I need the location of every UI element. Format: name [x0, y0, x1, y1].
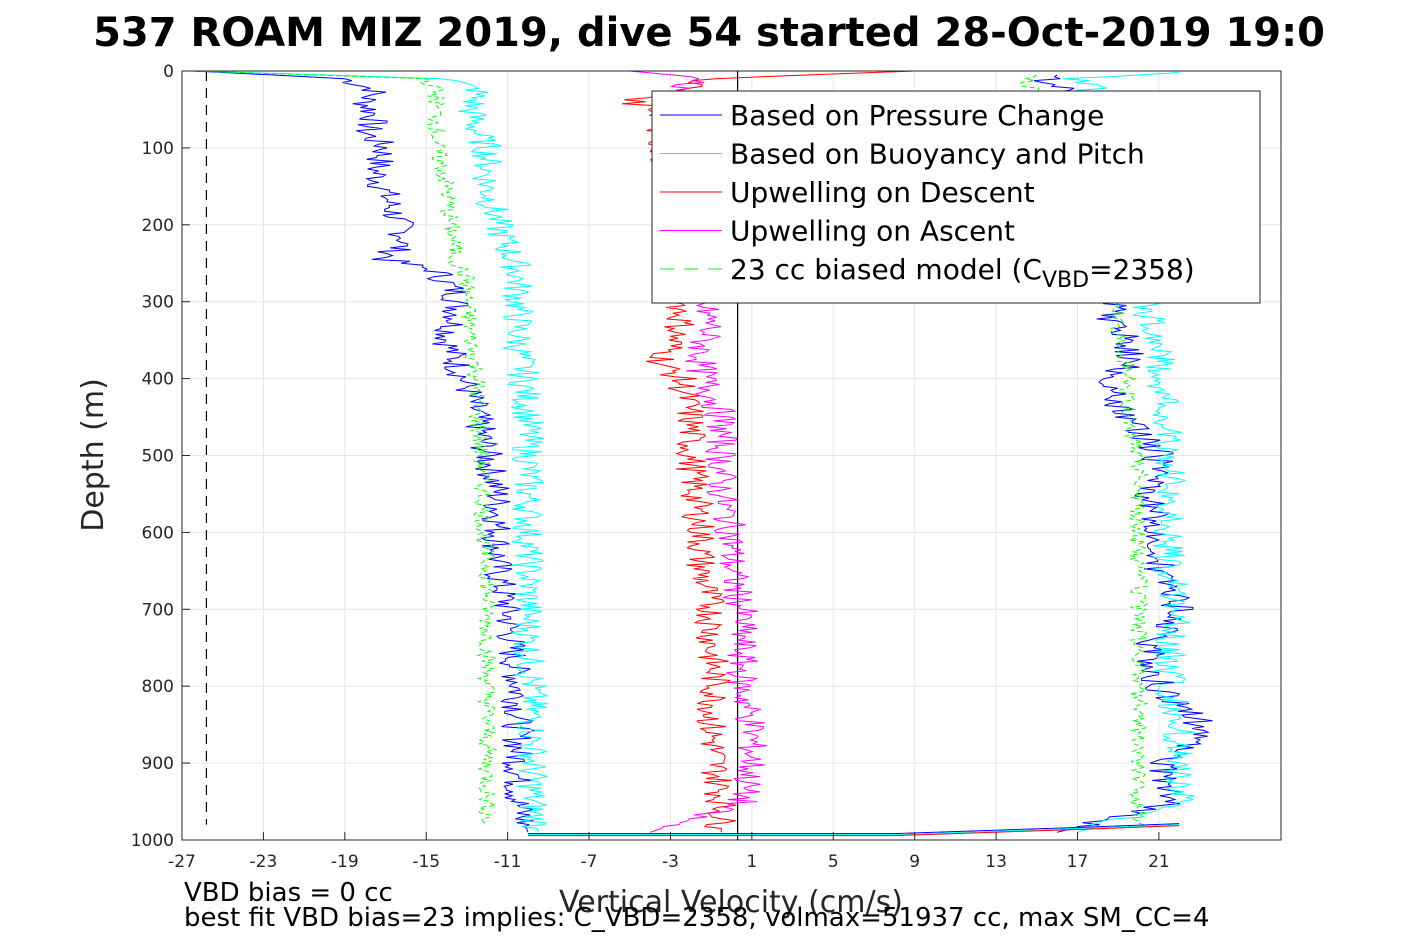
y-tick-label: 600 — [142, 523, 174, 543]
legend-entry-label: Upwelling on Descent — [730, 176, 1035, 209]
chart-title: 537 ROAM MIZ 2019, dive 54 started 28-Oc… — [93, 10, 1325, 56]
series-5-ascent-line — [1109, 301, 1149, 826]
series-5-descent-line — [192, 70, 497, 826]
legend-entry-label: Upwelling on Ascent — [730, 215, 1015, 248]
legend: Based on Pressure Change Based on Buoyanc… — [651, 90, 1261, 304]
y-tick-label: 900 — [142, 754, 174, 774]
x-tick-label: -19 — [331, 852, 359, 872]
x-tick-label: -15 — [412, 852, 440, 872]
x-tick-label: -11 — [494, 852, 522, 872]
x-axis-ticks: -27 -23 -19 -15 -11 -7 -3 1 5 9 13 17 21 — [168, 832, 1170, 872]
legend-entry-label: Based on Buoyancy and Pitch — [730, 138, 1145, 171]
bottom-turnaround-line — [528, 823, 1180, 835]
x-tick-label: 9 — [909, 852, 920, 872]
y-tick-label: 800 — [142, 677, 174, 697]
x-tick-label: -3 — [662, 852, 679, 872]
vbd-bias-annotation: VBD bias = 0 cc — [184, 878, 393, 908]
y-tick-label: 300 — [142, 293, 174, 313]
y-tick-label: 100 — [142, 139, 174, 159]
x-tick-label: 5 — [828, 852, 839, 872]
legend-entry-label: Based on Pressure Change — [730, 99, 1104, 132]
x-tick-label: 1 — [746, 852, 757, 872]
y-tick-label: 400 — [142, 370, 174, 390]
x-tick-label: -23 — [250, 852, 278, 872]
x-tick-label: 13 — [985, 852, 1007, 872]
bottom-turnaround-line — [528, 824, 1180, 836]
x-axis-label: Vertical Velocity (cm/s) — [559, 885, 903, 920]
y-tick-label: 700 — [142, 600, 174, 620]
y-axis-ticks: 0 100 200 300 400 500 600 700 800 900 1000 — [131, 62, 190, 851]
bottom-turnaround-line — [528, 825, 1180, 837]
y-tick-label: 200 — [142, 216, 174, 236]
best-fit-annotation: best fit VBD bias=23 implies: C_VBD=2358… — [184, 903, 1210, 933]
y-tick-label: 1000 — [131, 831, 174, 851]
series-1-descent-line — [192, 70, 536, 833]
legend-box — [651, 90, 1261, 304]
y-tick-label: 0 — [163, 62, 174, 82]
x-tick-label: 17 — [1067, 852, 1089, 872]
y-tick-label: 500 — [142, 447, 174, 467]
series-2-descent-line — [192, 70, 548, 833]
x-tick-label: -27 — [168, 852, 196, 872]
y-axis-label: Depth (m) — [76, 378, 111, 532]
series-2-ascent-line — [1077, 301, 1195, 833]
x-tick-label: -7 — [581, 852, 598, 872]
x-tick-label: 21 — [1148, 852, 1170, 872]
